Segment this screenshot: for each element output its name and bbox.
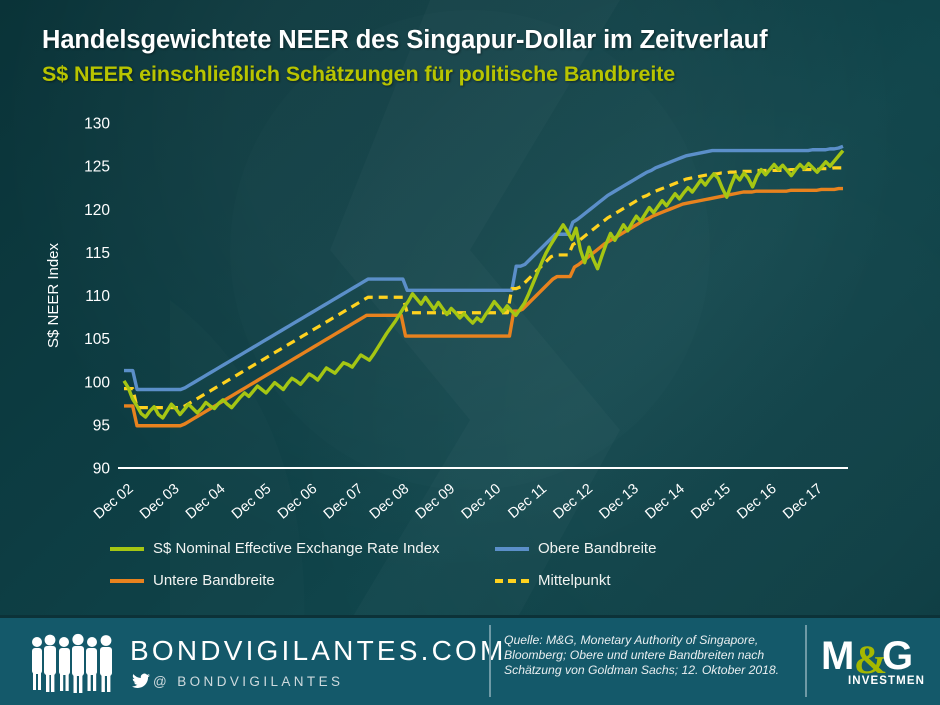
x-tick-label: Dec 06 (275, 481, 320, 523)
brand-handle: @ BONDVIGILANTES (153, 673, 344, 689)
x-tick-label: Dec 17 (780, 481, 825, 523)
legend-label-midpoint: Mittelpunkt (538, 572, 611, 589)
x-tick-label: Dec 08 (367, 481, 412, 523)
y-tick-label: 115 (85, 245, 110, 262)
x-tick-label: Dec 10 (459, 481, 504, 523)
footer-divider-right (805, 625, 807, 697)
brand-name: BONDVIGILANTES.COM (130, 635, 507, 666)
svg-text:INVESTMENTS: INVESTMENTS (848, 675, 924, 687)
brand-block[interactable]: BONDVIGILANTES.COM @ BONDVIGILANTES (20, 629, 503, 695)
x-tick-label: Dec 15 (688, 481, 733, 523)
x-tick-label: Dec 03 (137, 481, 182, 523)
x-tick-label: Dec 07 (321, 481, 366, 523)
chart-legend: S$ Nominal Effective Exchange Rate Index… (0, 534, 940, 604)
legend-label-neer: S$ Nominal Effective Exchange Rate Index (153, 540, 440, 557)
brand-handle-row[interactable]: @ BONDVIGILANTES (132, 673, 343, 689)
series-line-untere-bandbreite (124, 186, 843, 428)
legend-swatch-midpoint (495, 578, 529, 583)
x-tick-label: Dec 04 (183, 481, 228, 523)
x-tick-label: Dec 05 (229, 481, 274, 523)
mg-investments-logo: M & G INVESTMENTS (821, 634, 924, 687)
legend-item-neer[interactable]: S$ Nominal Effective Exchange Rate Index (110, 540, 440, 557)
x-tick-label: Dec 02 (91, 481, 136, 523)
y-axis-title: S$ NEER Index (45, 242, 62, 348)
svg-text:G: G (882, 634, 913, 678)
y-tick-label: 110 (85, 288, 110, 305)
footer-divider-left (489, 625, 491, 697)
y-tick-label: 105 (84, 331, 110, 348)
legend-item-midpoint[interactable]: Mittelpunkt (495, 572, 611, 589)
source-note: Quelle: M&G, Monetary Authority of Singa… (504, 633, 780, 678)
chart-header: Handelsgewichtete NEER des Singapur-Doll… (0, 0, 940, 105)
page-title: Handelsgewichtete NEER des Singapur-Doll… (42, 26, 768, 54)
legend-item-upper-band[interactable]: Obere Bandbreite (495, 540, 656, 557)
y-tick-label: 125 (84, 159, 110, 176)
svg-text:&: & (854, 637, 887, 682)
x-tick-label: Dec 13 (596, 481, 641, 523)
x-tick-label: Dec 11 (505, 481, 550, 522)
x-tick-label: Dec 16 (734, 481, 779, 523)
twitter-bird-icon (132, 673, 150, 688)
y-tick-label: 90 (93, 461, 111, 478)
x-tick-label: Dec 09 (413, 481, 458, 523)
svg-text:M: M (821, 634, 854, 678)
footer-divider-top (0, 615, 940, 618)
footer-bar: BONDVIGILANTES.COM @ BONDVIGILANTES Quel… (0, 615, 940, 705)
legend-label-lower-band: Untere Bandbreite (153, 572, 275, 589)
y-tick-label: 95 (93, 417, 110, 434)
chart-plot-area: 90 95 100 105 110 115 120 125 130 S$ NEER Index De… (0, 105, 940, 615)
legend-swatch-lower-band (110, 578, 144, 583)
page-subtitle: S$ NEER einschließlich Schätzungen für p… (42, 62, 676, 86)
x-tick-label: Dec 12 (551, 481, 596, 523)
x-tick-label: Dec 14 (642, 481, 687, 523)
series-line-s-nominal-effective-exchange-rate-index (122, 149, 845, 420)
y-tick-label: 130 (84, 116, 110, 133)
legend-swatch-neer (110, 546, 144, 551)
legend-label-upper-band: Obere Bandbreite (538, 540, 657, 557)
series-line-mittelpunkt (124, 166, 843, 410)
y-tick-label: 100 (84, 374, 110, 391)
people-group-icon (32, 633, 112, 693)
neer-line-chart: 90 95 100 105 110 115 120 125 130 S$ NEER Index De… (45, 116, 848, 523)
legend-item-lower-band[interactable]: Untere Bandbreite (110, 572, 275, 589)
series-line-obere-bandbreite (124, 144, 844, 392)
y-tick-label: 120 (84, 202, 110, 219)
legend-swatch-upper-band (495, 546, 529, 551)
